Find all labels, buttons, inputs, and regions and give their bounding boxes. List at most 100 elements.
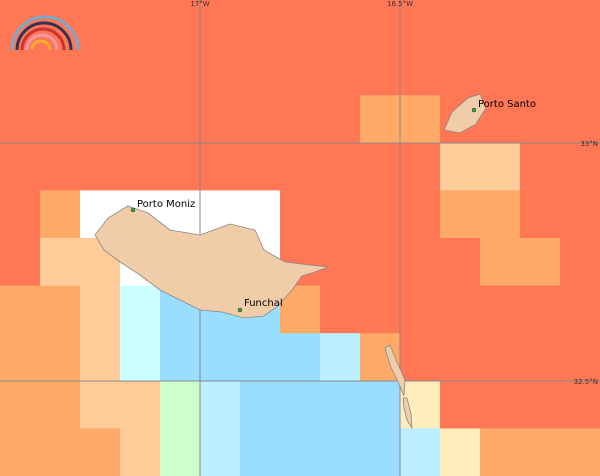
cell	[120, 47, 161, 96]
cell	[360, 190, 401, 239]
cell	[400, 95, 441, 144]
cell	[40, 380, 81, 429]
cell	[40, 47, 81, 96]
cell	[80, 0, 121, 49]
cell	[520, 47, 561, 96]
cell	[360, 95, 401, 144]
cell	[480, 285, 521, 334]
cell	[320, 142, 361, 191]
cell	[520, 95, 561, 144]
cell	[160, 47, 201, 96]
cell	[200, 380, 241, 429]
cell	[360, 380, 401, 429]
lat-label: 32.5°N	[574, 378, 598, 386]
cell	[480, 95, 521, 144]
cell	[520, 285, 561, 334]
place-label: Funchal	[244, 298, 283, 309]
cell	[520, 380, 561, 429]
cell	[440, 190, 481, 239]
cell	[400, 285, 441, 334]
deserta	[402, 397, 413, 429]
cell	[80, 142, 121, 191]
cell	[0, 285, 41, 334]
cell	[240, 428, 281, 476]
cell	[480, 47, 521, 96]
cell	[400, 333, 441, 382]
cell	[200, 142, 241, 191]
cell	[0, 142, 41, 191]
cell	[80, 380, 121, 429]
cell	[320, 190, 361, 239]
cell	[360, 0, 401, 49]
cell	[160, 333, 201, 382]
cell	[480, 238, 521, 287]
cell	[40, 428, 81, 476]
cell	[0, 95, 41, 144]
cell	[360, 142, 401, 191]
cell	[480, 190, 521, 239]
cell	[480, 428, 521, 476]
cell	[440, 47, 481, 96]
cell	[0, 333, 41, 382]
cell	[320, 380, 361, 429]
cell	[520, 428, 561, 476]
land	[94, 93, 487, 429]
cell	[120, 380, 161, 429]
cell	[240, 95, 281, 144]
cell	[200, 333, 241, 382]
cell	[280, 95, 321, 144]
cell	[520, 238, 561, 287]
cell	[200, 95, 241, 144]
cell	[440, 142, 481, 191]
cell	[160, 95, 201, 144]
cell	[560, 380, 600, 429]
cell	[120, 285, 161, 334]
cell	[360, 47, 401, 96]
cell	[400, 190, 441, 239]
cell	[400, 47, 441, 96]
cell	[40, 190, 81, 239]
place-dot	[237, 307, 243, 313]
cell	[240, 142, 281, 191]
logo-arc	[30, 39, 52, 51]
cell	[560, 285, 600, 334]
madeira	[94, 205, 329, 319]
place-dot	[130, 207, 136, 213]
cell	[520, 142, 561, 191]
cell	[120, 142, 161, 191]
cell	[360, 238, 401, 287]
lon-label: 17°W	[190, 0, 209, 8]
cell	[520, 190, 561, 239]
place-label: Porto Moniz	[137, 199, 195, 210]
cell	[160, 380, 201, 429]
cell	[400, 428, 441, 476]
cell	[0, 238, 41, 287]
cell	[280, 190, 321, 239]
cell	[360, 428, 401, 476]
cell	[320, 238, 361, 287]
cell	[160, 428, 201, 476]
cell	[520, 0, 561, 49]
cell	[80, 285, 121, 334]
lat-label: 33°N	[580, 140, 598, 148]
cell	[400, 238, 441, 287]
logo-arc	[20, 27, 66, 51]
cell	[560, 47, 600, 96]
cell	[560, 142, 600, 191]
cell	[0, 190, 41, 239]
cell	[440, 428, 481, 476]
cell	[40, 95, 81, 144]
place-label: Porto Santo	[478, 99, 536, 110]
cell	[280, 333, 321, 382]
cell	[400, 0, 441, 49]
deserta	[384, 344, 406, 397]
cell	[0, 380, 41, 429]
cell	[440, 0, 481, 49]
cell	[440, 238, 481, 287]
cell	[560, 0, 600, 49]
cell	[560, 333, 600, 382]
cell	[40, 142, 81, 191]
cell	[440, 380, 481, 429]
cell	[240, 380, 281, 429]
